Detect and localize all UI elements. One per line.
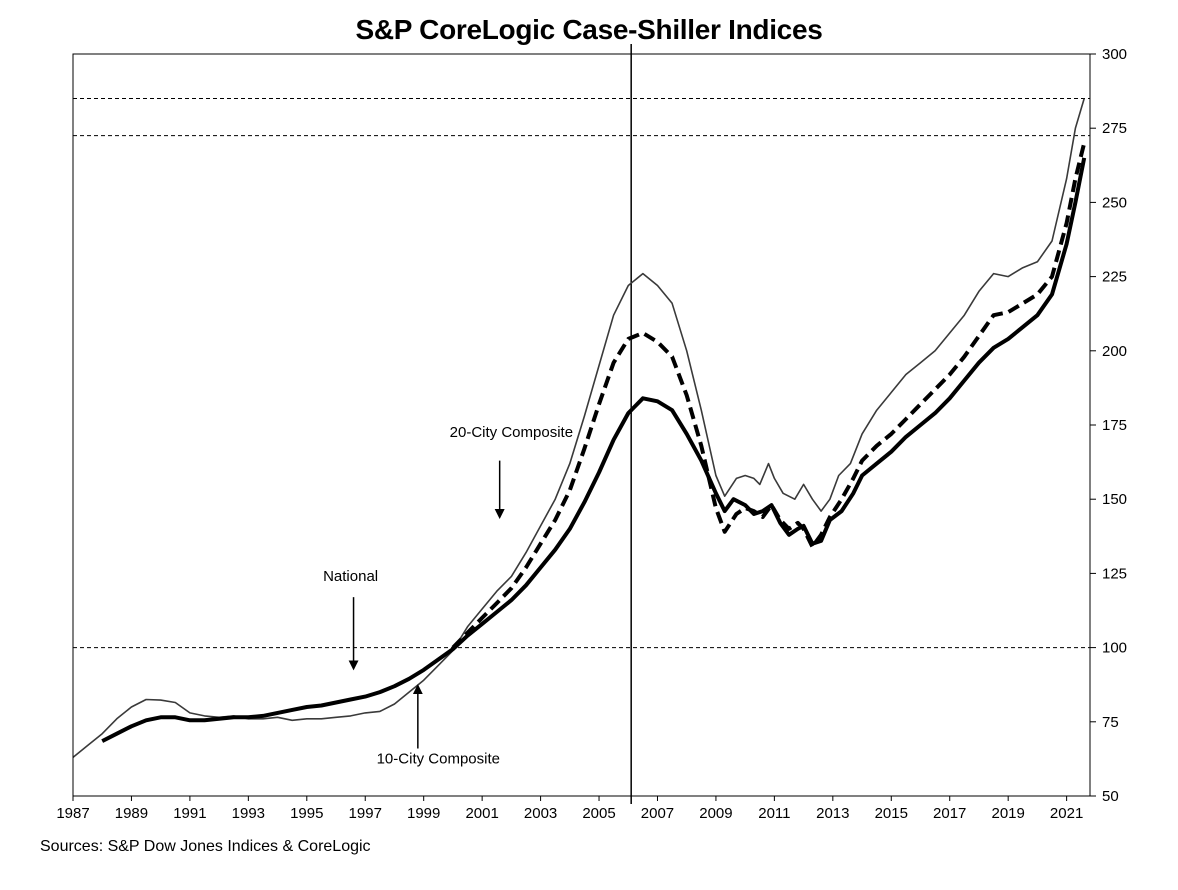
- x-tick-label: 2017: [933, 805, 966, 822]
- y-tick-label: 275: [1102, 120, 1127, 137]
- x-tick-label: 2001: [465, 805, 498, 822]
- y-tick-label: 300: [1102, 46, 1127, 63]
- x-tick-label: 1991: [173, 805, 206, 822]
- y-tick-label: 225: [1102, 269, 1127, 286]
- x-tick-label: 2003: [524, 805, 557, 822]
- x-tick-label: 2005: [582, 805, 615, 822]
- x-tick-label: 1995: [290, 805, 323, 822]
- annotation-label-national: National: [323, 568, 378, 585]
- x-tick-label: 2013: [816, 805, 849, 822]
- reference-lines: [73, 44, 1090, 804]
- x-axis: 1987 1989 1991 1993 1995 1997 1999 2001 2003 2005…: [56, 796, 1083, 822]
- y-tick-label: 150: [1102, 491, 1127, 508]
- x-tick-label: 2021: [1050, 805, 1083, 822]
- y-tick-label: 125: [1102, 565, 1127, 582]
- y-tick-label: 200: [1102, 343, 1127, 360]
- chart-title: S&P CoreLogic Case-Shiller Indices: [355, 14, 823, 45]
- x-tick-label: 2011: [758, 805, 790, 822]
- x-tick-label: 1999: [407, 805, 440, 822]
- source-note: Sources: S&P Dow Jones Indices & CoreLog…: [40, 838, 371, 855]
- x-tick-label: 1993: [232, 805, 265, 822]
- x-tick-label: 2019: [991, 805, 1024, 822]
- annotation-label-10-city-composite: 10-City Composite: [377, 750, 500, 767]
- annotation-label-20-city-composite: 20-City Composite: [450, 424, 573, 441]
- x-tick-label: 1989: [115, 805, 148, 822]
- x-tick-label: 2015: [875, 805, 908, 822]
- x-tick-label: 1987: [56, 805, 89, 822]
- x-tick-label: 2007: [641, 805, 674, 822]
- series-lines: [72, 98, 1087, 759]
- series-line-10-city-composite: [72, 98, 1085, 759]
- annotations: 20-City Composite National 10-City Composi…: [323, 424, 573, 767]
- x-tick-label: 1997: [349, 805, 382, 822]
- y-tick-label: 75: [1102, 714, 1119, 731]
- y-tick-label: 50: [1102, 788, 1119, 805]
- x-tick-label: 2009: [699, 805, 732, 822]
- y-tick-label: 250: [1102, 194, 1127, 211]
- y-tick-label: 100: [1102, 640, 1127, 657]
- series-line-20-city-composite: [451, 142, 1087, 650]
- y-axis: 50 75 100 125 150 175 200 225 250 275 300: [1090, 46, 1127, 805]
- y-tick-label: 175: [1102, 417, 1127, 434]
- series-line-national: [101, 157, 1087, 743]
